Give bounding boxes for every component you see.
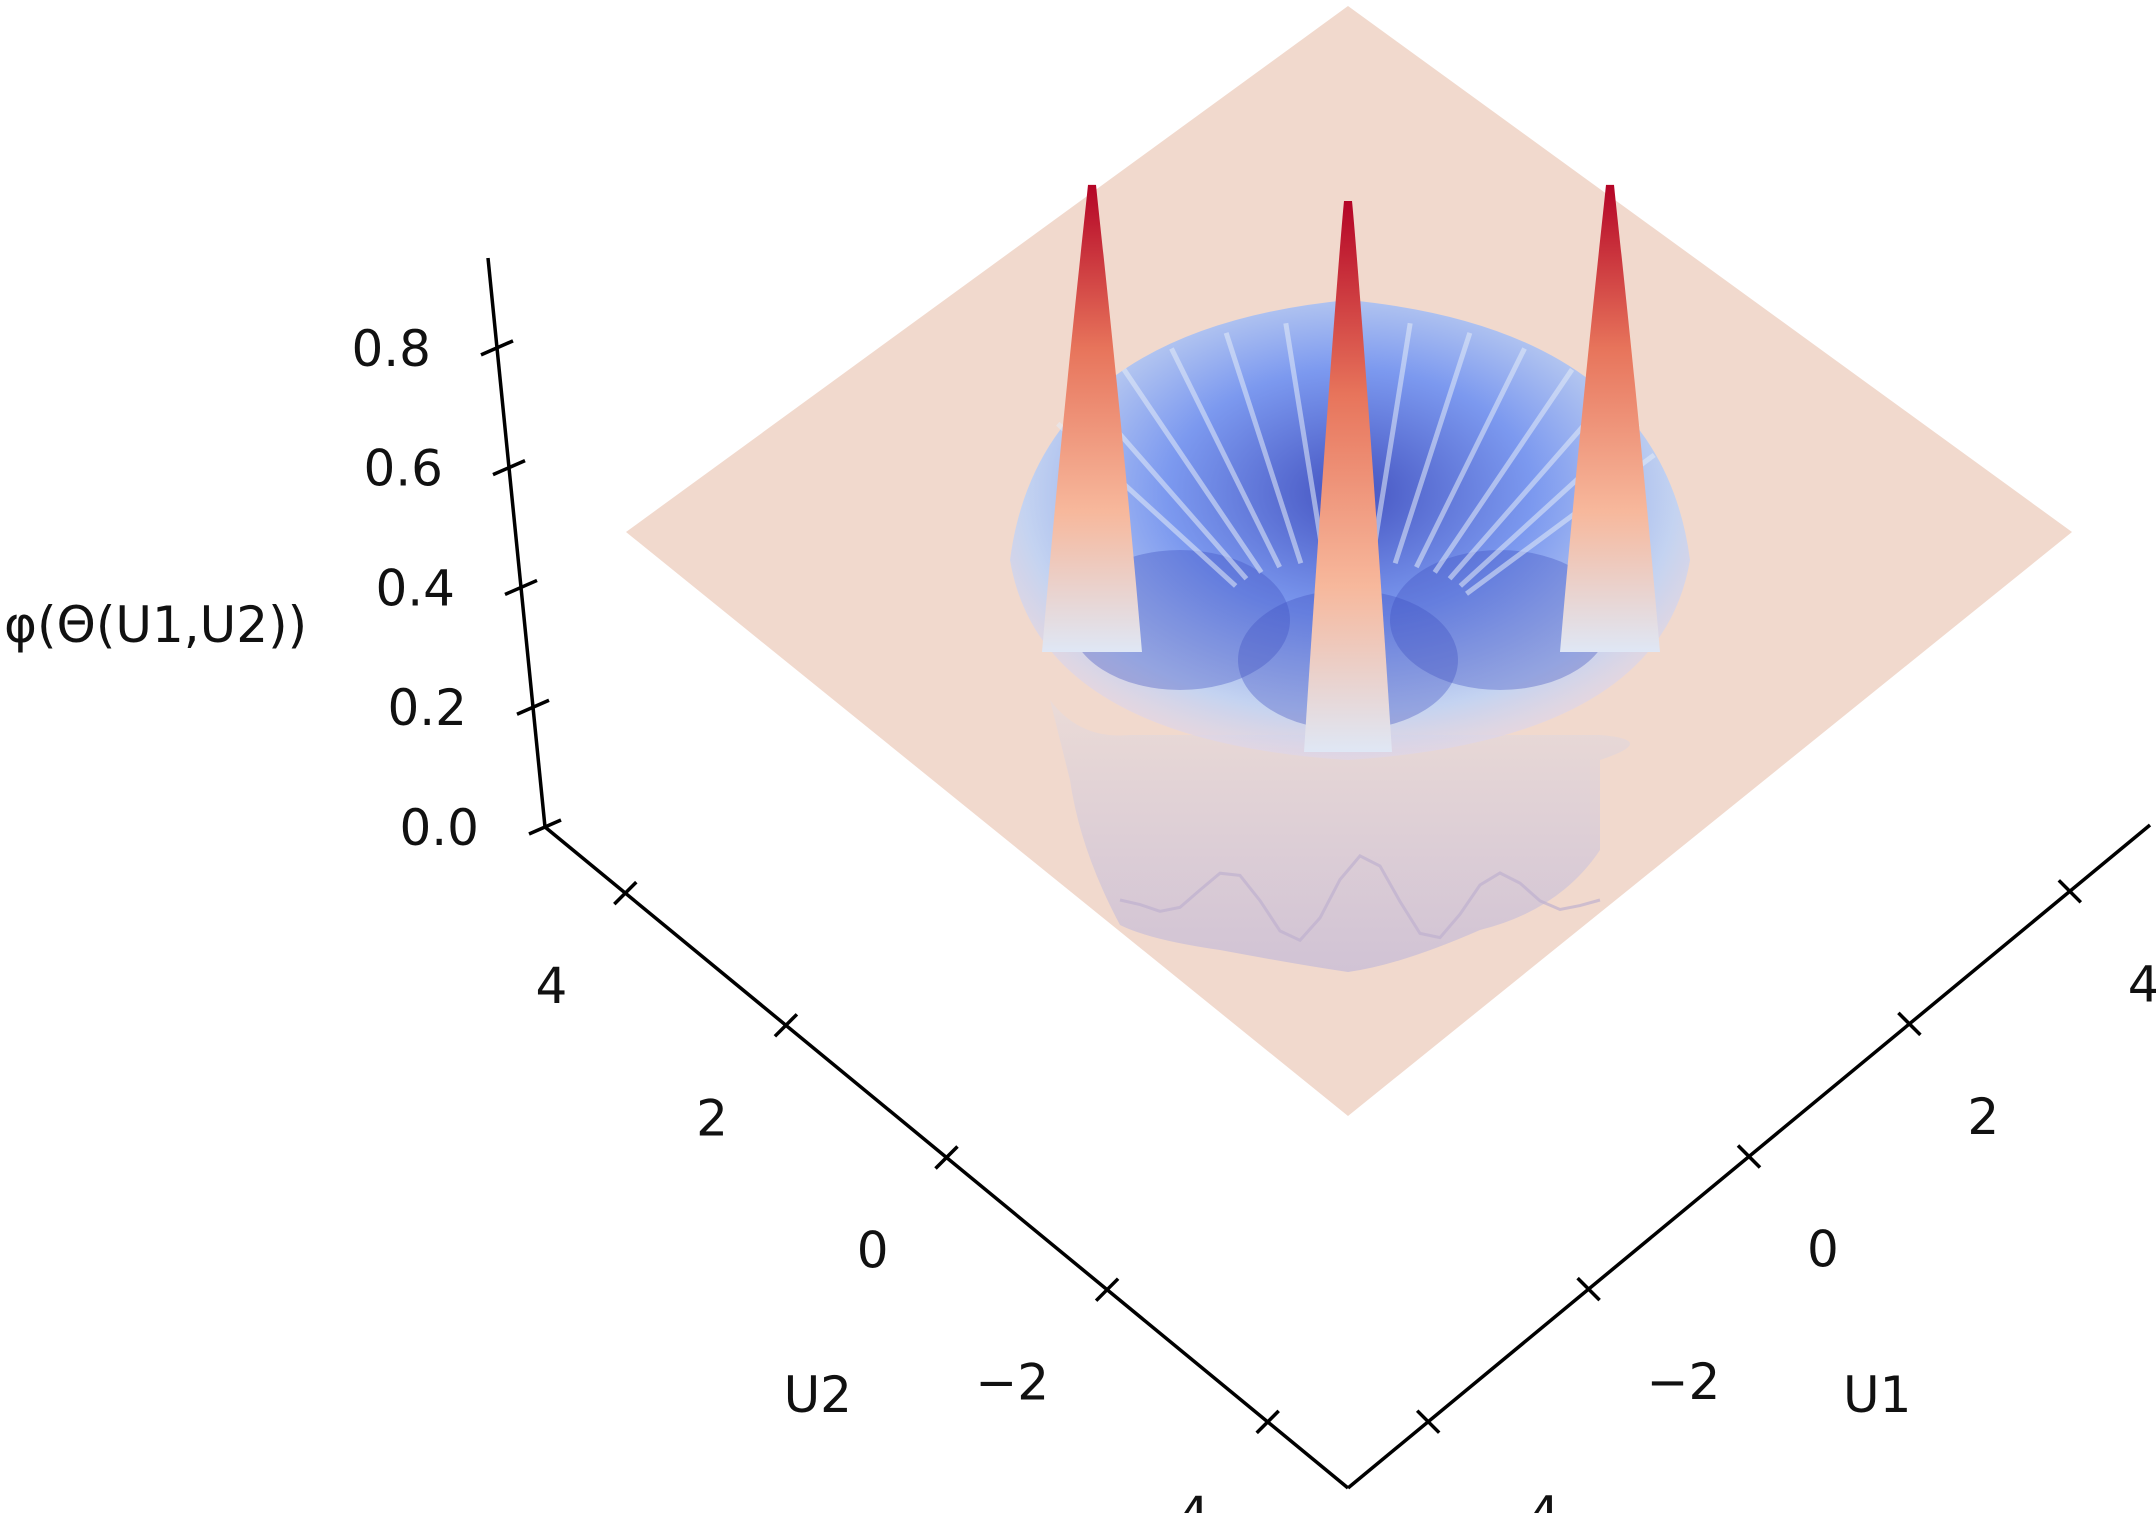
u2-axis-label: U2 — [784, 1366, 852, 1424]
u2-tick-label: −4 — [1136, 1486, 1210, 1513]
u1-tick-label: −2 — [1647, 1353, 1721, 1411]
u1-tick-label: 0 — [1807, 1221, 1839, 1279]
u2-tick-label: 4 — [535, 957, 567, 1015]
u1-tick-label: 2 — [1967, 1088, 1999, 1146]
u2-tick-label: 2 — [696, 1089, 728, 1147]
u1-tick-label: −4 — [1486, 1486, 1560, 1513]
u2-tick-label: 0 — [857, 1222, 889, 1280]
u1-axis-label: U1 — [1843, 1366, 1911, 1424]
z-axis-label: φ(Θ(U1,U2)) — [4, 596, 307, 654]
z-axis-line — [488, 258, 545, 827]
u2-tick-label: −2 — [975, 1354, 1049, 1412]
z-tick-label: 0.6 — [363, 440, 443, 498]
z-tick-label: 0.0 — [399, 799, 479, 857]
z-tick-label: 0.8 — [351, 320, 431, 378]
z-tick-label: 0.4 — [375, 559, 455, 617]
u1-tick-label: 4 — [2128, 955, 2156, 1013]
z-tick-label: 0.2 — [387, 679, 467, 737]
